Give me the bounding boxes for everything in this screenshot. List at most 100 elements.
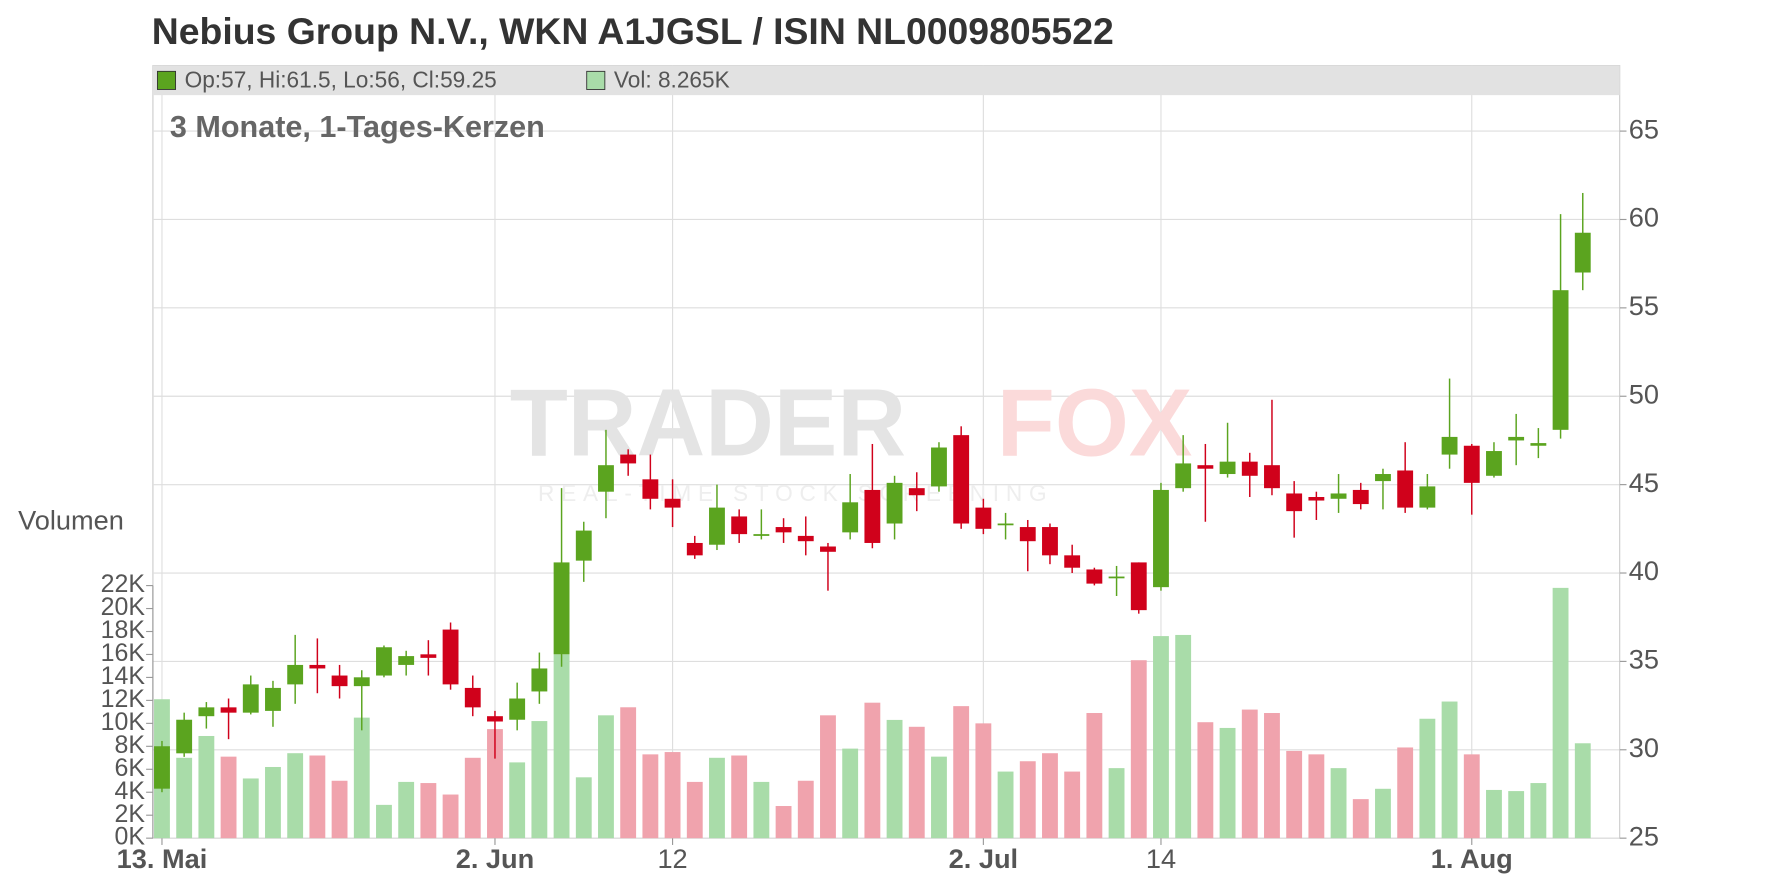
volume-bar: [1219, 727, 1236, 839]
candle-body: [1441, 436, 1458, 455]
candle-body: [176, 719, 193, 754]
volume-bar: [842, 748, 859, 839]
volume-bar: [642, 754, 659, 839]
volume-bar: [1064, 771, 1081, 839]
candle-body: [975, 507, 992, 529]
candle-body: [553, 562, 570, 655]
volume-bar: [1241, 709, 1258, 839]
candle-body: [797, 535, 814, 542]
candle-body: [886, 482, 903, 524]
legend-swatch: [586, 70, 606, 90]
candle-body: [1574, 232, 1591, 273]
candle-body: [1130, 562, 1147, 611]
volume-bar: [509, 762, 526, 839]
volume-bar: [731, 755, 748, 839]
candle-body: [265, 687, 281, 711]
x-tick-label: 2. Jul: [949, 843, 1018, 874]
volume-bar: [1397, 747, 1414, 839]
candle-body: [686, 542, 703, 556]
candle-body: [908, 488, 925, 496]
volume-bar: [709, 757, 725, 839]
y2-tick-label: 14K: [101, 662, 146, 690]
header-ohlc: Op:57, Hi:61.5, Lo:56, Cl:59.25: [185, 67, 497, 93]
candle-body: [287, 664, 304, 685]
candle-body: [1197, 465, 1214, 469]
chart-title: Nebius Group N.V., WKN A1JGSL / ISIN NL0…: [152, 10, 1114, 52]
volume-axis-label: Volumen: [18, 504, 124, 535]
candle-body: [509, 698, 526, 720]
chart-subtitle: 3 Monate, 1-Tages-Kerzen: [170, 110, 545, 144]
volume-bar: [820, 715, 836, 839]
volume-bar: [1375, 788, 1391, 839]
candle-body: [864, 489, 881, 543]
y-tick-label: 60: [1629, 202, 1659, 233]
volume-bar: [1130, 660, 1147, 839]
y2-tick-label: 12K: [101, 685, 146, 713]
candle-body: [487, 716, 503, 722]
candle-body: [1330, 493, 1347, 499]
candle-body: [1486, 451, 1502, 476]
volume-bar: [331, 780, 348, 839]
candle-body: [709, 507, 725, 545]
candle-body: [1042, 527, 1058, 556]
volume-bar: [575, 777, 592, 839]
x-tick-label: 2. Jun: [456, 843, 535, 874]
candle-body: [1419, 486, 1436, 508]
volume-bar: [198, 735, 215, 839]
candle-body: [598, 465, 614, 492]
volume-bar: [775, 806, 792, 839]
volume-bar: [1197, 722, 1214, 839]
candle-body: [376, 647, 392, 676]
y2-tick-label: 0K: [115, 823, 146, 851]
volume-bar: [220, 756, 237, 839]
volume-bar: [309, 755, 326, 839]
candle-body: [575, 530, 592, 561]
volume-bar: [398, 781, 415, 839]
volume-bar: [1286, 750, 1303, 839]
volume-bar: [1441, 701, 1458, 839]
y-tick-label: 30: [1629, 732, 1659, 763]
volume-bar: [1552, 587, 1569, 839]
volume-bar: [1153, 636, 1169, 839]
y-tick-label: 45: [1629, 467, 1659, 498]
volume-bar: [1463, 754, 1480, 839]
candle-body: [642, 479, 659, 499]
volume-bar: [1264, 713, 1280, 839]
x-tick-label: 12: [657, 843, 687, 874]
candle-body: [220, 707, 237, 713]
header-volume: Vol: 8.265K: [614, 67, 730, 93]
candle-body: [1153, 489, 1169, 588]
volume-bar: [864, 702, 881, 839]
volume-bar: [287, 753, 304, 839]
volume-bar: [242, 778, 259, 839]
candle-body: [1264, 465, 1280, 489]
candle-body: [620, 454, 637, 464]
candle-body: [997, 523, 1014, 526]
candle-body: [775, 527, 792, 533]
volume-bar: [686, 781, 703, 839]
candle-body: [531, 668, 548, 692]
y2-tick-label: 4K: [115, 777, 146, 805]
y-tick-label: 40: [1629, 555, 1659, 586]
volume-bar: [531, 721, 548, 839]
y2-tick-label: 2K: [115, 800, 146, 828]
volume-bar: [620, 707, 637, 839]
volume-bar: [1042, 753, 1058, 839]
candle-body: [1530, 443, 1547, 446]
candle-body: [664, 498, 681, 508]
candle-body: [1463, 445, 1480, 483]
volume-bar: [797, 780, 814, 839]
candle-body: [1375, 474, 1391, 482]
volume-bar: [1330, 768, 1347, 839]
y2-tick-label: 6K: [115, 754, 146, 782]
header-bar: [152, 65, 1620, 96]
volume-bar: [598, 715, 614, 839]
x-tick-label: 13. Mai: [117, 843, 208, 874]
y2-tick-label: 10K: [101, 708, 146, 736]
volume-bar: [420, 783, 437, 839]
candle-body: [1219, 461, 1236, 475]
y2-tick-label: 18K: [101, 616, 146, 644]
candle-body: [1108, 576, 1125, 579]
volume-bar: [886, 719, 903, 839]
